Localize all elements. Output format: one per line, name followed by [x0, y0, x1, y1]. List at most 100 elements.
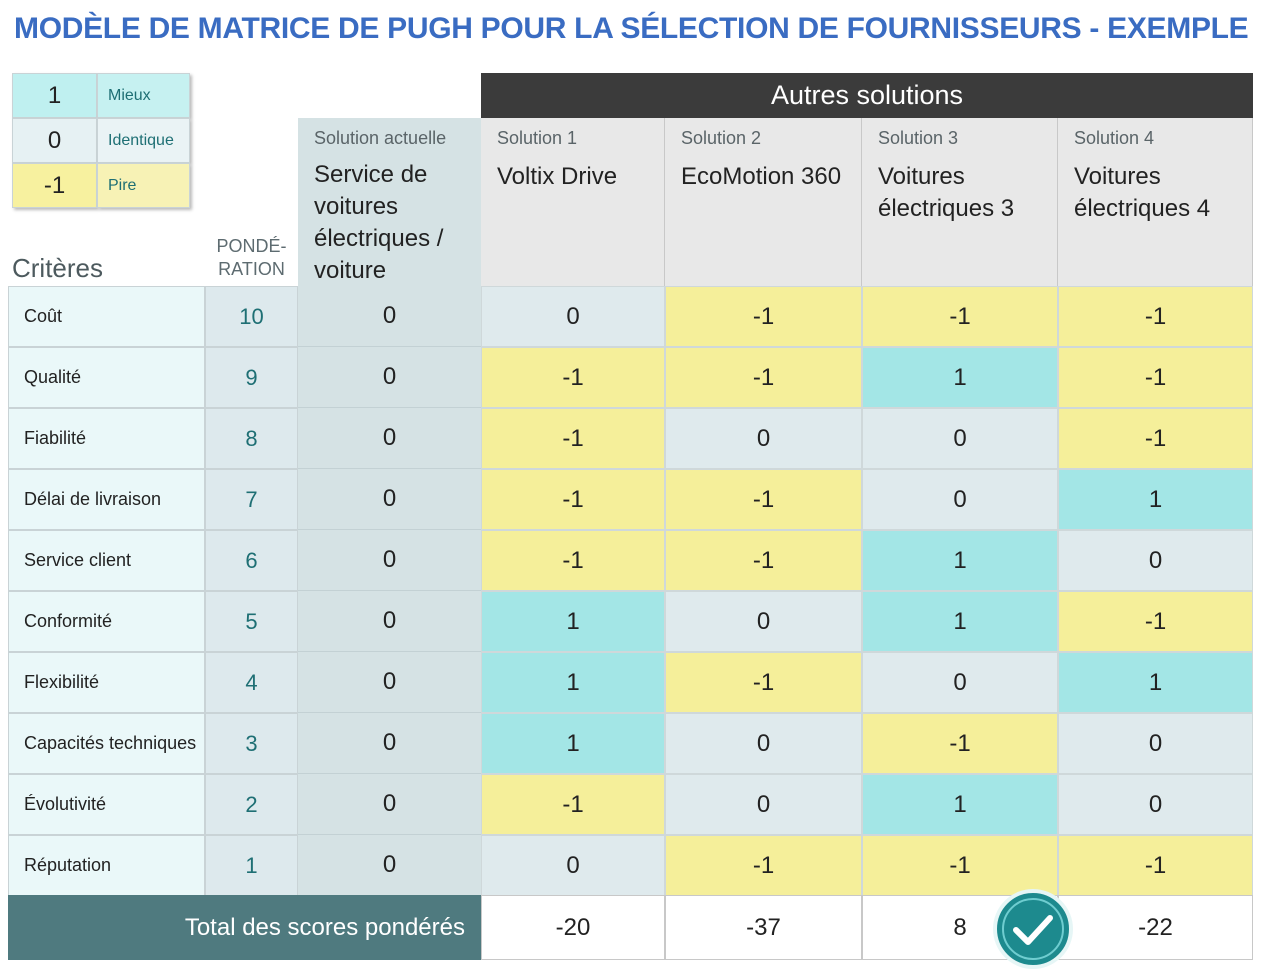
- score-cell: -1: [481, 530, 665, 591]
- legend-value: 1: [12, 73, 97, 118]
- solution-header: Solution 3 Voitures électriques 3: [862, 118, 1058, 286]
- legend-label: Pire: [97, 163, 190, 208]
- score-cell: 0: [665, 713, 862, 774]
- score-cell: 0: [1058, 713, 1253, 774]
- score-cell: -1: [862, 835, 1058, 896]
- score-cell: 0: [862, 652, 1058, 713]
- criteria-header: Critères: [12, 252, 104, 283]
- weight: 10: [205, 286, 298, 347]
- weight: 2: [205, 774, 298, 835]
- criterion: Flexibilité: [8, 652, 205, 713]
- score-cell: 1: [1058, 469, 1253, 530]
- score-cell: -1: [665, 652, 862, 713]
- weight: 1: [205, 835, 298, 896]
- solution-label: Solution 4: [1074, 128, 1155, 148]
- score-cell: 0: [481, 835, 665, 896]
- score-cell: 0: [481, 286, 665, 347]
- solution-name: Service de voitures électriques / voitur…: [314, 161, 444, 284]
- score-cell: 1: [481, 591, 665, 652]
- criterion: Réputation: [8, 835, 205, 896]
- score-cell: -1: [481, 408, 665, 469]
- score-cell: 0: [862, 408, 1058, 469]
- solution-label: Solution actuelle: [314, 128, 447, 148]
- score-cell: -1: [665, 530, 862, 591]
- score-cell: 0: [665, 591, 862, 652]
- score-cell: -1: [1058, 347, 1253, 408]
- score-cell: -1: [1058, 591, 1253, 652]
- score-cell: 0: [1058, 530, 1253, 591]
- page-title: MODÈLE DE MATRICE DE PUGH POUR LA SÉLECT…: [14, 12, 1249, 45]
- current-score: 0: [298, 286, 481, 347]
- criterion: Fiabilité: [8, 408, 205, 469]
- solution-header: Solution 1 Voltix Drive: [481, 118, 665, 286]
- score-cell: -1: [665, 286, 862, 347]
- score-cell: 0: [1058, 774, 1253, 835]
- score-cell: -1: [481, 774, 665, 835]
- criterion: Coût: [8, 286, 205, 347]
- criterion: Délai de livraison: [8, 469, 205, 530]
- score-cell: -1: [481, 347, 665, 408]
- total-score: -22: [1058, 895, 1253, 960]
- score-cell: 1: [862, 347, 1058, 408]
- score-cell: 0: [665, 408, 862, 469]
- score-cell: -1: [665, 347, 862, 408]
- weight: 7: [205, 469, 298, 530]
- weight: 5: [205, 591, 298, 652]
- legend-value: 0: [12, 118, 97, 163]
- current-score: 0: [298, 713, 481, 774]
- current-score: 0: [298, 835, 481, 896]
- criterion: Évolutivité: [8, 774, 205, 835]
- score-cell: 1: [1058, 652, 1253, 713]
- solution-name: EcoMotion 360: [681, 163, 842, 190]
- weight: 9: [205, 347, 298, 408]
- score-cell: 1: [481, 713, 665, 774]
- other-solutions-title: Autres solutions: [481, 73, 1253, 118]
- current-score: 0: [298, 591, 481, 652]
- current-score: 0: [298, 347, 481, 408]
- score-cell: -1: [862, 713, 1058, 774]
- legend-label: Mieux: [97, 73, 190, 118]
- score-cell: -1: [862, 286, 1058, 347]
- score-cell: 1: [862, 591, 1058, 652]
- solution-header: Solution 4 Voitures électriques 4: [1058, 118, 1253, 286]
- score-cell: 1: [481, 652, 665, 713]
- total-label: Total des scores pondérés: [8, 895, 481, 960]
- current-header: Solution actuelle Service de voitures éle…: [298, 118, 481, 286]
- solution-name: Voitures électriques 4: [1074, 163, 1211, 222]
- current-score: 0: [298, 469, 481, 530]
- current-score: 0: [298, 530, 481, 591]
- score-cell: -1: [1058, 835, 1253, 896]
- score-cell: -1: [665, 835, 862, 896]
- weight: 8: [205, 408, 298, 469]
- criterion: Conformité: [8, 591, 205, 652]
- check-icon: [993, 889, 1073, 969]
- current-score: 0: [298, 774, 481, 835]
- solution-name: Voltix Drive: [497, 163, 618, 190]
- solution-label: Solution 3: [878, 128, 959, 148]
- weight: 4: [205, 652, 298, 713]
- score-cell: 0: [665, 774, 862, 835]
- legend-value: -1: [12, 163, 97, 208]
- total-score: -37: [665, 895, 862, 960]
- score-cell: 1: [862, 774, 1058, 835]
- current-score: 0: [298, 408, 481, 469]
- score-cell: -1: [665, 469, 862, 530]
- solution-label: Solution 2: [681, 128, 762, 148]
- solution-header: Solution 2 EcoMotion 360: [665, 118, 862, 286]
- weight-header: PONDÉ-RATION: [216, 235, 287, 279]
- score-cell: -1: [1058, 408, 1253, 469]
- score-cell: 0: [862, 469, 1058, 530]
- solution-name: Voitures électriques 3: [878, 163, 1015, 222]
- criterion: Qualité: [8, 347, 205, 408]
- weight: 3: [205, 713, 298, 774]
- weight: 6: [205, 530, 298, 591]
- criterion: Service client: [8, 530, 205, 591]
- current-score: 0: [298, 652, 481, 713]
- score-cell: 1: [862, 530, 1058, 591]
- solution-label: Solution 1: [497, 128, 578, 148]
- total-score: -20: [481, 895, 665, 960]
- score-cell: -1: [481, 469, 665, 530]
- score-cell: -1: [1058, 286, 1253, 347]
- criterion: Capacités techniques: [8, 713, 205, 774]
